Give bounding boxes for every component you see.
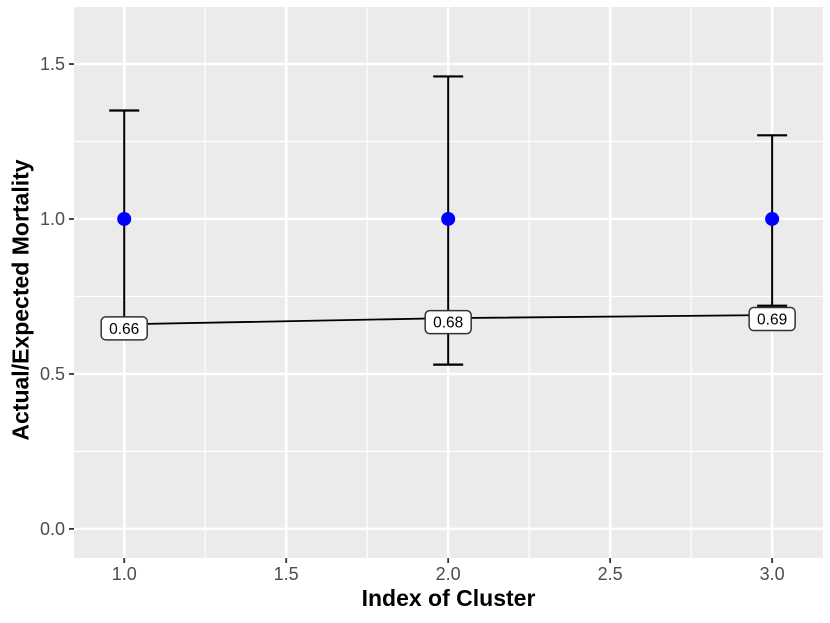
value-label-box bbox=[424, 309, 472, 335]
value-label-text: 0.66 bbox=[109, 321, 139, 338]
x-tick-label: 1.0 bbox=[112, 564, 137, 584]
y-tick-label: 1.0 bbox=[40, 209, 65, 229]
y-tick-label: 1.5 bbox=[40, 54, 65, 74]
x-tick-label: 2.0 bbox=[436, 564, 461, 584]
y-axis-title: Actual/Expected Mortality bbox=[7, 159, 34, 441]
data-point bbox=[117, 211, 132, 226]
y-tick-label: 0.5 bbox=[40, 364, 65, 384]
data-point bbox=[765, 211, 780, 226]
x-tick-label: 2.5 bbox=[598, 564, 623, 584]
x-tick-label: 3.0 bbox=[760, 564, 785, 584]
y-tick-label: 0.0 bbox=[40, 519, 65, 539]
value-label-text: 0.68 bbox=[433, 315, 463, 332]
data-point bbox=[441, 211, 456, 226]
value-label-text: 0.69 bbox=[757, 312, 787, 329]
x-tick-label: 1.5 bbox=[274, 564, 299, 584]
x-axis-title: Index of Cluster bbox=[361, 585, 536, 611]
value-label-box bbox=[748, 306, 796, 332]
value-label-box bbox=[100, 316, 148, 341]
